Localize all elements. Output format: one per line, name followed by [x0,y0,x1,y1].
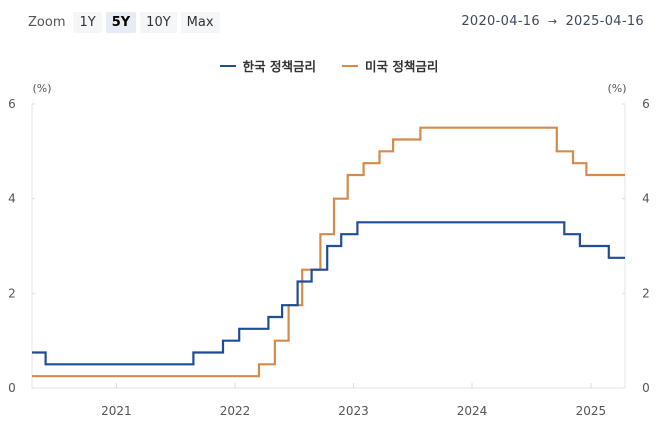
zoom-10y-button[interactable]: 10Y [140,12,177,33]
x-tick-label: 2024 [457,404,488,418]
x-tick-label: 2023 [338,404,369,418]
y-tick-right: 2 [642,286,650,300]
legend-label-korea: 한국 정책금리 [242,59,316,74]
zoom-label: Zoom [28,15,66,30]
y-tick-left: 0 [8,381,16,395]
y-tick-right: 0 [642,381,650,395]
y-unit-left: (%) [32,82,51,95]
zoom-bar: Zoom 1Y 5Y 10Y Max [28,12,220,33]
range-arrow-icon: → [547,15,558,28]
y-tick-right: 6 [642,97,650,111]
x-tick-label: 2021 [101,404,132,418]
chart-legend: 한국 정책금리 미국 정책금리 [0,56,658,75]
range-from[interactable]: 2020-04-16 [461,14,540,29]
legend-swatch-us [342,64,358,67]
range-to[interactable]: 2025-04-16 [565,14,644,29]
series-us-line[interactable] [32,126,625,378]
chart-series [32,126,625,378]
y-unit-right: (%) [607,82,626,95]
zoom-1y-button[interactable]: 1Y [73,12,102,33]
series-korea-line[interactable] [32,221,625,366]
legend-swatch-korea [219,64,236,67]
x-tick-label: 2022 [220,404,251,418]
y-tick-left: 4 [8,192,16,206]
zoom-max-button[interactable]: Max [180,12,220,33]
legend-label-us: 미국 정책금리 [365,59,439,74]
x-tick-label: 2025 [576,404,607,418]
chart-axes: 0 0 2 2 4 4 6 6 (%) (%) 2021 2022 2023 2024 2025 [8,82,650,418]
zoom-5y-button[interactable]: 5Y [105,12,137,33]
y-tick-left: 6 [8,97,16,111]
y-tick-right: 4 [642,192,650,206]
y-tick-left: 2 [8,286,16,300]
legend-item-us[interactable]: 미국 정책금리 [342,56,438,75]
legend-item-korea[interactable]: 한국 정책금리 [219,56,316,75]
date-range: 2020-04-16 → 2025-04-16 [461,14,644,29]
